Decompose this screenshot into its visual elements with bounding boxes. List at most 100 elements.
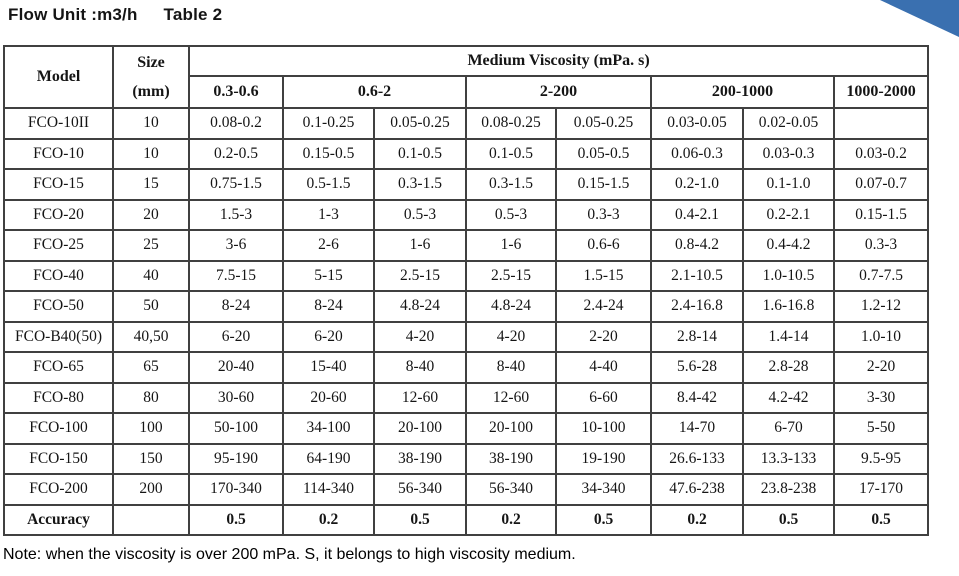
size-cell: 20 bbox=[112, 198, 190, 231]
table-row: FCO-10 10 0.2-0.5 0.15-0.5 0.1-0.5 0.1-0.5 0.0… bbox=[3, 137, 930, 170]
flow-range-cell: 6-20 bbox=[188, 320, 284, 353]
size-unit-label: (mm) bbox=[132, 83, 170, 100]
flow-range-cell: 1.5-15 bbox=[555, 259, 652, 292]
accuracy-value-cell: 0.2 bbox=[282, 503, 375, 536]
flow-range-cell: 0.1-0.5 bbox=[373, 137, 467, 170]
flow-range-cell: 7.5-15 bbox=[188, 259, 284, 292]
model-cell: FCO-150 bbox=[3, 442, 114, 475]
flow-range-cell: 0.4-4.2 bbox=[742, 229, 835, 262]
range-header-1000-2000: 1000-2000 bbox=[832, 75, 930, 109]
col-header-size: Size (mm) bbox=[112, 45, 190, 109]
flow-range-cell: 34-340 bbox=[555, 473, 652, 506]
flow-range-cell: 2.5-15 bbox=[465, 259, 557, 292]
flow-range-cell: 4-40 bbox=[555, 351, 652, 384]
flow-range-cell: 56-340 bbox=[373, 473, 467, 506]
flow-range-cell: 0.05-0.25 bbox=[555, 107, 652, 140]
flow-range-cell: 0.1-0.25 bbox=[282, 107, 375, 140]
range-header-200-1000: 200-1000 bbox=[650, 75, 835, 109]
size-label: Size bbox=[137, 54, 165, 71]
flow-range-cell: 0.15-0.5 bbox=[282, 137, 375, 170]
table-row: FCO-50 50 8-24 8-24 4.8-24 4.8-24 2.4-24 2.4-16… bbox=[3, 290, 930, 323]
range-header-0.3-0.6: 0.3-0.6 bbox=[188, 75, 284, 109]
flow-range-cell: 0.1-0.5 bbox=[465, 137, 557, 170]
size-cell: 80 bbox=[112, 381, 190, 414]
accuracy-value-cell: 0.5 bbox=[742, 503, 835, 536]
flow-range-cell: 56-340 bbox=[465, 473, 557, 506]
flow-range-cell: 6-70 bbox=[742, 412, 835, 445]
flow-range-cell: 0.2-0.5 bbox=[188, 137, 284, 170]
page-title: Flow Unit :m3/h Table 2 bbox=[8, 5, 222, 25]
flow-range-cell bbox=[832, 107, 930, 140]
size-cell: 40,50 bbox=[112, 320, 190, 353]
flow-range-cell: 0.7-7.5 bbox=[832, 259, 930, 292]
flow-range-cell: 0.1-1.0 bbox=[742, 168, 835, 201]
model-cell: FCO-100 bbox=[3, 412, 114, 445]
flow-range-cell: 4.8-24 bbox=[465, 290, 557, 323]
flow-range-cell: 0.06-0.3 bbox=[650, 137, 744, 170]
flow-range-cell: 0.5-1.5 bbox=[282, 168, 375, 201]
flow-range-cell: 2.5-15 bbox=[373, 259, 467, 292]
flow-range-cell: 4.8-24 bbox=[373, 290, 467, 323]
model-cell: FCO-25 bbox=[3, 229, 114, 262]
size-cell: 150 bbox=[112, 442, 190, 475]
flow-range-cell: 3-6 bbox=[188, 229, 284, 262]
flow-range-cell: 4-20 bbox=[373, 320, 467, 353]
flow-range-cell: 5-15 bbox=[282, 259, 375, 292]
flow-range-cell: 0.03-0.05 bbox=[650, 107, 744, 140]
flow-range-cell: 64-190 bbox=[282, 442, 375, 475]
flow-range-cell: 1.0-10 bbox=[832, 320, 930, 353]
size-cell: 25 bbox=[112, 229, 190, 262]
header-row-ranges: 0.3-0.6 0.6-2 2-200 200-1000 1000-2000 bbox=[4, 75, 930, 109]
model-cell: FCO-10II bbox=[3, 107, 114, 140]
table-row: FCO-100 100 50-100 34-100 20-100 20-100 10-100… bbox=[3, 412, 930, 445]
accuracy-row: Accuracy 0.5 0.2 0.5 0.2 0.5 0.2 0.5 0.5 bbox=[3, 503, 930, 536]
flow-range-cell: 3-30 bbox=[832, 381, 930, 414]
accuracy-value-cell: 0.2 bbox=[465, 503, 557, 536]
flow-range-cell: 26.6-133 bbox=[650, 442, 744, 475]
flow-range-cell: 19-190 bbox=[555, 442, 652, 475]
table-row: FCO-15 15 0.75-1.5 0.5-1.5 0.3-1.5 0.3-1.5 0.1… bbox=[3, 168, 930, 201]
flow-range-cell: 0.5-3 bbox=[465, 198, 557, 231]
flow-range-cell: 0.3-3 bbox=[832, 229, 930, 262]
accuracy-value-cell: 0.5 bbox=[832, 503, 930, 536]
flow-range-cell: 0.05-0.5 bbox=[555, 137, 652, 170]
size-cell: 200 bbox=[112, 473, 190, 506]
flow-range-cell: 0.02-0.05 bbox=[742, 107, 835, 140]
table-row: FCO-200 200 170-340 114-340 56-340 56-340 34-3… bbox=[3, 473, 930, 506]
flow-unit-label: Flow Unit :m3/h bbox=[8, 5, 138, 24]
table-row: FCO-80 80 30-60 20-60 12-60 12-60 6-60 8.4-42 4.… bbox=[3, 381, 930, 414]
model-cell: FCO-80 bbox=[3, 381, 114, 414]
flow-range-cell: 17-170 bbox=[832, 473, 930, 506]
flow-range-cell: 1.6-16.8 bbox=[742, 290, 835, 323]
flow-range-cell: 10-100 bbox=[555, 412, 652, 445]
accuracy-size-cell bbox=[112, 503, 190, 536]
flow-range-cell: 0.8-4.2 bbox=[650, 229, 744, 262]
note-text: Note: when the viscosity is over 200 mPa… bbox=[3, 546, 576, 563]
flow-range-cell: 12-60 bbox=[465, 381, 557, 414]
flow-range-cell: 1.4-14 bbox=[742, 320, 835, 353]
flow-range-cell: 95-190 bbox=[188, 442, 284, 475]
flow-range-cell: 8-24 bbox=[188, 290, 284, 323]
flow-range-cell: 0.15-1.5 bbox=[555, 168, 652, 201]
flow-range-cell: 50-100 bbox=[188, 412, 284, 445]
flow-range-cell: 1.5-3 bbox=[188, 198, 284, 231]
table-caption: Table 2 bbox=[163, 5, 223, 24]
flow-range-cell: 0.6-6 bbox=[555, 229, 652, 262]
accuracy-label: Accuracy bbox=[3, 503, 114, 536]
model-cell: FCO-20 bbox=[3, 198, 114, 231]
flow-range-cell: 8-40 bbox=[465, 351, 557, 384]
flow-range-cell: 6-20 bbox=[282, 320, 375, 353]
size-cell: 10 bbox=[112, 137, 190, 170]
flow-range-cell: 2.4-24 bbox=[555, 290, 652, 323]
table-row: FCO-B40(50) 40,50 6-20 6-20 4-20 4-20 2-20 2.8-… bbox=[3, 320, 930, 353]
flow-range-cell: 8-24 bbox=[282, 290, 375, 323]
flow-range-cell: 4-20 bbox=[465, 320, 557, 353]
table-row: FCO-20 20 1.5-3 1-3 0.5-3 0.5-3 0.3-3 0.4-2.1 0.… bbox=[3, 198, 930, 231]
table-row: FCO-10II 10 0.08-0.2 0.1-0.25 0.05-0.25 0.08-… bbox=[3, 107, 930, 140]
corner-triangle-decoration bbox=[880, 0, 959, 37]
model-cell: FCO-10 bbox=[3, 137, 114, 170]
range-header-0.6-2: 0.6-2 bbox=[282, 75, 467, 109]
flow-range-cell: 0.15-1.5 bbox=[832, 198, 930, 231]
flow-range-cell: 8-40 bbox=[373, 351, 467, 384]
flow-range-cell: 170-340 bbox=[188, 473, 284, 506]
